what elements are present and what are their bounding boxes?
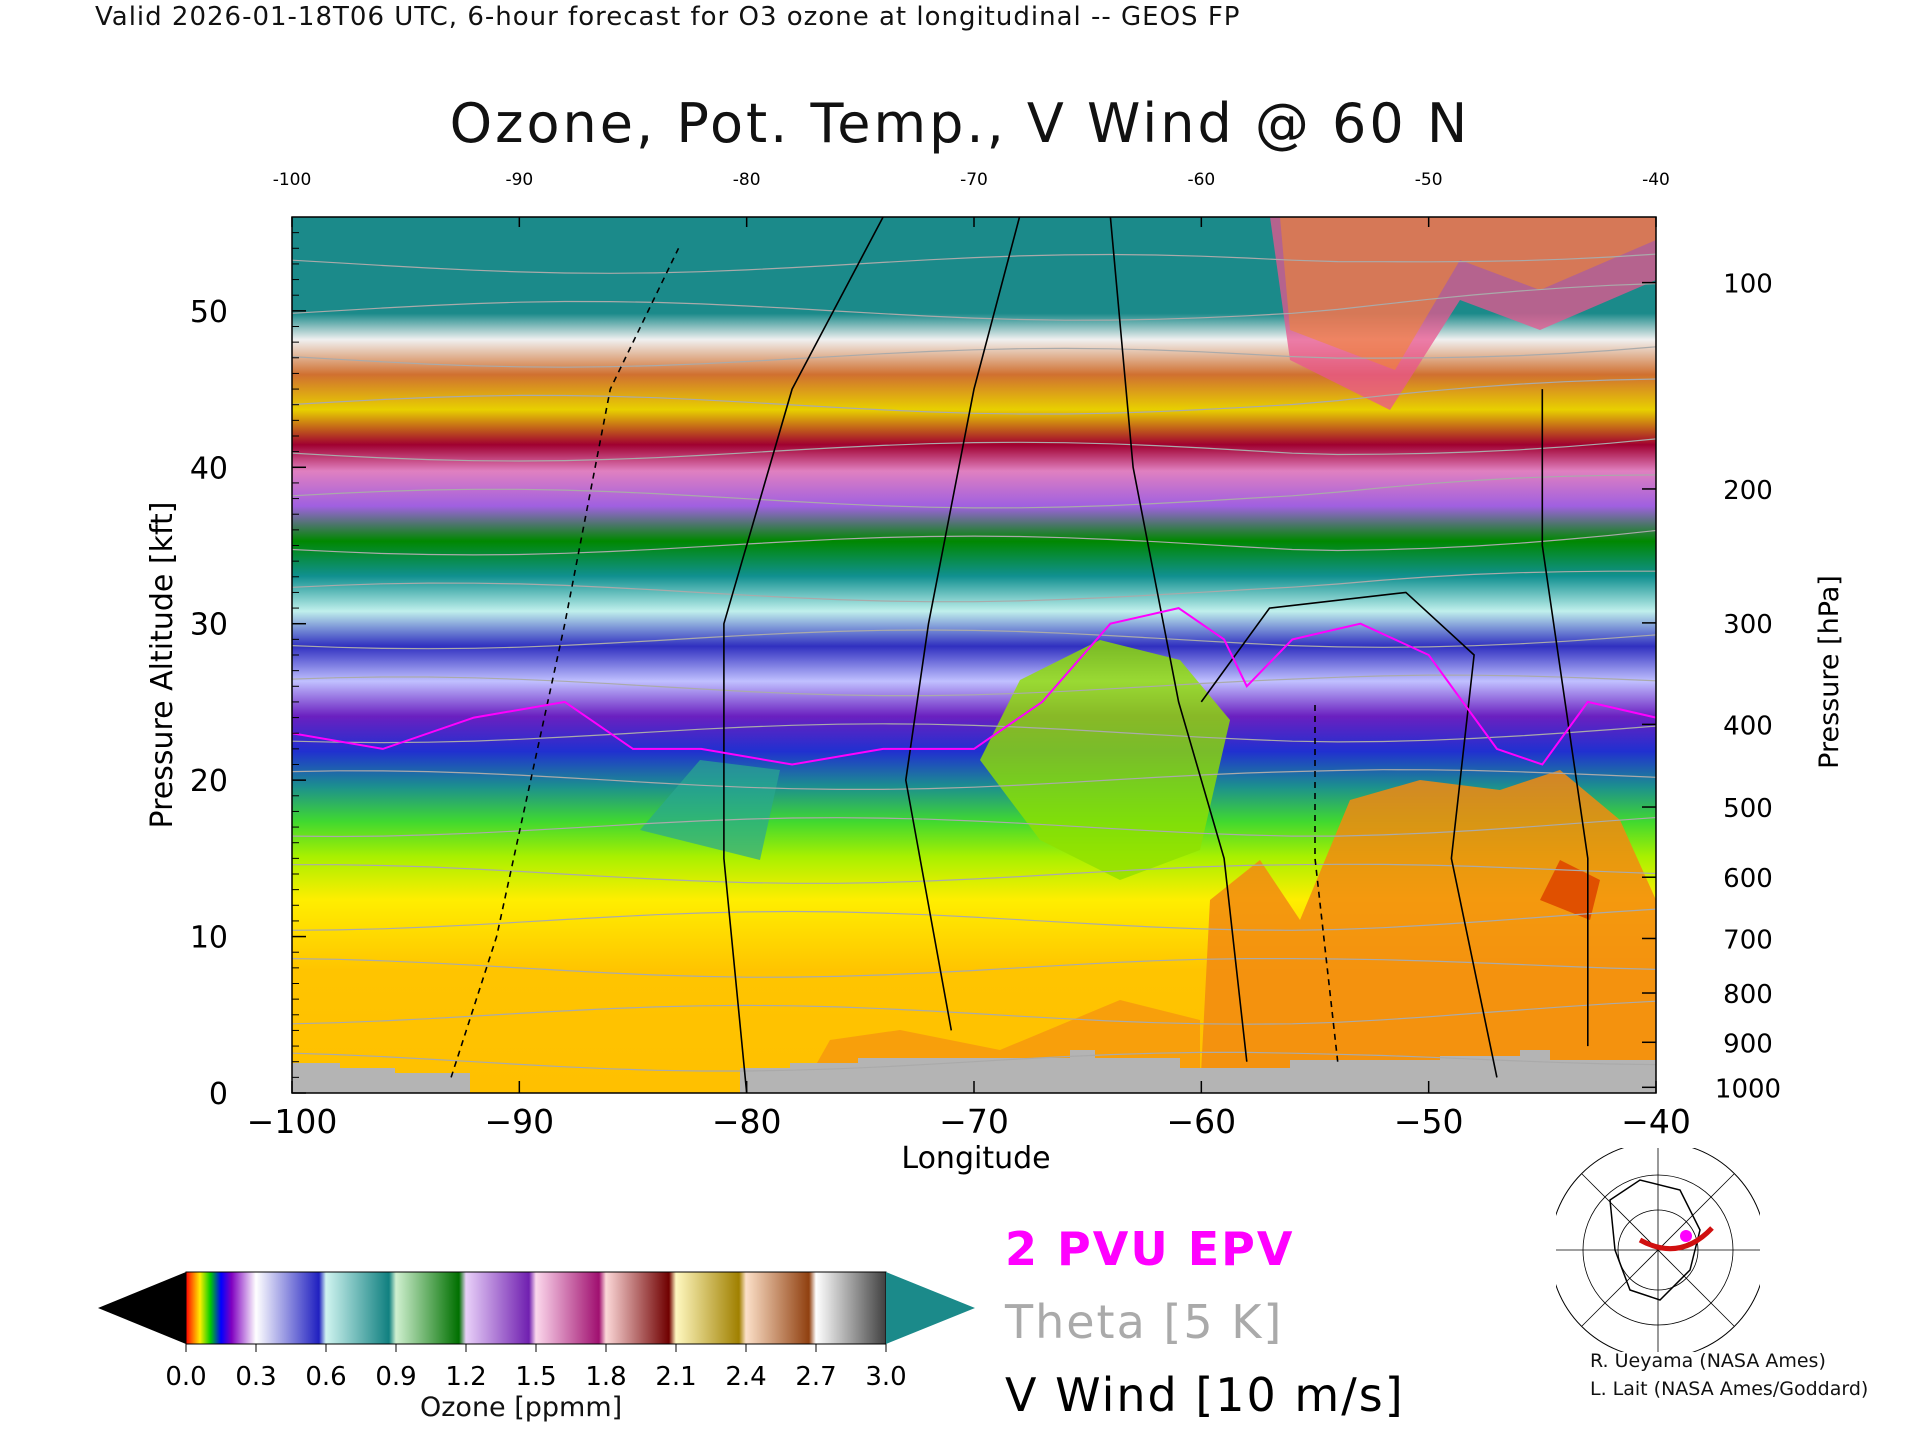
x-top-tick-label: -90 (505, 170, 533, 190)
locator-map (1544, 1136, 1772, 1364)
x-top-tick-label: -70 (960, 170, 988, 190)
theta-contour-line (292, 253, 1656, 274)
colorbar-tick-label: 1.5 (515, 1362, 556, 1392)
colorbar-label: Ozone [ppmm] (420, 1392, 623, 1423)
theta-contour-line (292, 674, 1656, 697)
theta-contour-line (292, 529, 1656, 556)
x-tick-label: −40 (1621, 1102, 1691, 1141)
y-tick-label: 10 (190, 921, 228, 956)
x-axis-label: Longitude (901, 1141, 1050, 1176)
credit-line-2: L. Lait (NASA Ames/Goddard) (1590, 1378, 1869, 1400)
pressure-tick-label: 1000 (1715, 1074, 1781, 1104)
colorbar-under-arrow (98, 1272, 186, 1344)
colorbar-tick-label: 0.9 (375, 1362, 416, 1392)
pressure-tick-label: 100 (1723, 270, 1773, 300)
x-top-tick-label: -40 (1642, 170, 1670, 190)
colorbar-ticks: 0.0 0.3 0.6 0.9 1.2 1.5 1.8 2.1 2.4 2.7 3.0 (165, 1344, 907, 1392)
theta-contour-line (292, 769, 1656, 790)
theta-contour-line (292, 570, 1656, 603)
pressure-tick-label: 700 (1723, 925, 1773, 955)
epv-contour (292, 607, 1656, 766)
theta-contour-line (292, 1051, 1656, 1072)
legend-wind: V Wind [10 m/s] (1005, 1368, 1405, 1422)
theta-contour-line (292, 346, 1656, 368)
x-top-tick-label: -80 (733, 170, 761, 190)
pressure-tick-label: 800 (1723, 980, 1773, 1010)
axes: −100 -100 −90 -90 −80 -80 −70 -70 −60 -60 −50 -50 −4… (190, 170, 1781, 1141)
x-top-tick-label: -100 (273, 170, 312, 190)
colorbar: 0.0 0.3 0.6 0.9 1.2 1.5 1.8 2.1 2.4 2.7 3.0 (98, 1271, 975, 1392)
x-tick-label: −80 (712, 1102, 782, 1141)
pressure-tick-label: 600 (1723, 864, 1773, 894)
colorbar-tick-label: 0.6 (305, 1362, 346, 1392)
theta-contour-line (292, 958, 1656, 978)
x-tick-label: −60 (1167, 1102, 1237, 1141)
colorbar-tick-label: 2.7 (795, 1362, 836, 1392)
wind-contour-line (450, 247, 680, 1078)
theta-contour-line (292, 438, 1656, 462)
x-tick-label: −90 (485, 1102, 555, 1141)
colorbar-tick-label: 1.8 (585, 1362, 626, 1392)
y-axis-label-right: Pressure [hPa] (1814, 575, 1845, 769)
y-tick-label: 0 (209, 1077, 228, 1112)
colorbar-tick-label: 2.1 (655, 1362, 696, 1392)
x-top-tick-label: -60 (1187, 170, 1215, 190)
location-marker (1680, 1230, 1692, 1242)
pressure-tick-label: 500 (1723, 794, 1773, 824)
header-text: Valid 2026-01-18T06 UTC, 6-hour forecast… (95, 2, 1241, 32)
wind-contour-line (1314, 701, 1339, 1062)
wind-contour-line (904, 217, 1021, 1031)
wind-contour-line (723, 217, 884, 1093)
y-tick-label: 30 (190, 608, 228, 643)
y-tick-label: 40 (190, 451, 228, 486)
legend-theta: Theta [5 K] (1005, 1295, 1284, 1349)
x-tick-label: −100 (247, 1102, 338, 1141)
colorbar-over-arrow (886, 1272, 975, 1344)
colorbar-tick-label: 1.2 (445, 1362, 486, 1392)
colorbar-tick-label: 0.0 (165, 1362, 206, 1392)
cross-section-line (1638, 1226, 1714, 1252)
theta-contour-line (292, 723, 1656, 744)
colorbar-body (186, 1272, 886, 1344)
theta-contour-line (292, 1000, 1656, 1025)
wind-contours (450, 217, 1589, 1093)
y-tick-label: 20 (190, 764, 228, 799)
theta-contour-line (292, 378, 1656, 415)
x-tick-label: −50 (1394, 1102, 1464, 1141)
legend-epv: 2 PVU EPV (1005, 1222, 1295, 1276)
pressure-tick-label: 300 (1723, 610, 1773, 640)
wind-contour-line (1109, 217, 1248, 1062)
pressure-tick-label: 400 (1723, 711, 1773, 741)
chart-title: Ozone, Pot. Temp., V Wind @ 60 N (449, 92, 1471, 155)
colorbar-tick-label: 0.3 (235, 1362, 276, 1392)
theta-contour-line (292, 629, 1656, 650)
wind-contour-line (1200, 591, 1498, 1078)
x-top-tick-label: -50 (1415, 170, 1443, 190)
y-tick-label: 50 (190, 295, 228, 330)
ozone-field (292, 217, 1656, 1093)
pressure-tick-label: 900 (1723, 1029, 1773, 1059)
theta-contour-line (292, 283, 1656, 321)
credit-line-1: R. Ueyama (NASA Ames) (1590, 1350, 1826, 1372)
theta-contour-line (292, 863, 1656, 884)
wind-contour-line (1541, 389, 1589, 1047)
colorbar-tick-label: 3.0 (865, 1362, 906, 1392)
theta-contours (292, 253, 1656, 1072)
pressure-tick-label: 200 (1723, 476, 1773, 506)
theta-contour-line (292, 908, 1656, 931)
x-tick-label: −70 (939, 1102, 1009, 1141)
y-axis-label-left: Pressure Altitude [kft] (145, 502, 180, 829)
theta-contour-line (292, 474, 1656, 509)
colorbar-tick-label: 2.4 (725, 1362, 766, 1392)
